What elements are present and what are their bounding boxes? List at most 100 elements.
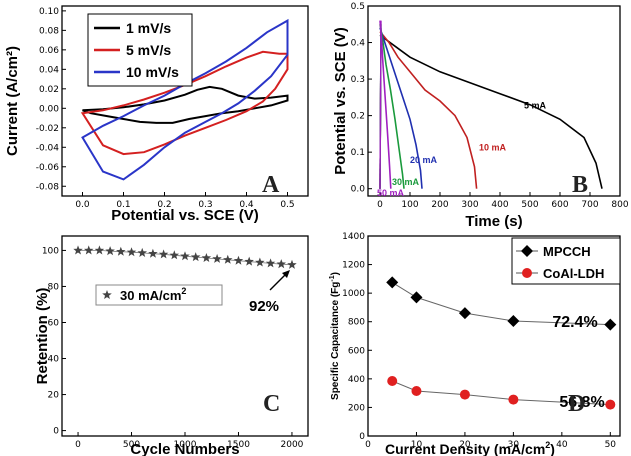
retention-point [105,246,115,256]
legend-marker [521,245,533,257]
y-tick-label: 0.06 [39,46,59,56]
y-tick-label: 0 [53,427,59,437]
mpcch-point [507,315,520,327]
retention-point [73,245,83,255]
gcd-charge-line [379,20,382,189]
legend-label: 10 mV/s [126,64,179,80]
series-label: 20 mA [410,155,438,165]
gcd-curve-5-mA [379,34,603,189]
retention-point [180,251,190,261]
retention-point [244,256,254,266]
y-tick-label: 40 [48,355,60,365]
panel-letter-d: D [568,391,585,417]
x-tick-label: 1500 [227,440,250,450]
retention-point [94,245,105,255]
panel-letter-a: A [262,172,280,198]
mpcch-point [458,307,471,320]
y-tick-label: 1400 [342,232,365,242]
panel-letter-b: B [572,172,588,198]
x-axis-superscript: 2 [545,440,550,450]
ldh-point [605,399,616,410]
retention-point [201,253,212,262]
ldh-annotation: 56.8% [559,394,604,411]
y-tick-label: 0.00 [39,104,59,114]
retention-point [116,246,126,256]
legend-marker [102,290,112,299]
y-tick-label: -0.08 [36,182,60,192]
y-tick-label: 0.3 [351,75,365,85]
retention-point [190,252,201,262]
x-tick-label: 10 [411,440,423,450]
series-label: 30 mA [392,177,420,187]
y-tick-label: 1200 [342,261,365,271]
x-tick-label: 100 [401,200,418,210]
legend-label: MPCCH [543,244,591,259]
x-tick-label: 0 [365,440,371,450]
x-axis-label: Current Density (mA/cm2) [385,440,555,456]
retention-point [84,245,94,255]
x-axis-label: Potential vs. SCE (V) [111,207,259,224]
y-tick-label: 0 [359,432,365,442]
plot-frame [367,235,621,437]
y-tick-label: 100 [42,246,59,256]
x-tick-label: 0.2 [157,200,171,210]
x-tick-label: 700 [581,200,598,210]
x-tick-label: 30 [508,440,520,450]
y-tick-label: 0.5 [351,2,365,12]
legend-label: CoAl-LDH [543,266,604,281]
panel-letter-c: C [263,391,280,417]
x-axis-label: Time (s) [465,213,522,230]
ldh-point [508,394,519,405]
annotation-arrow [269,273,287,291]
retention-point [265,258,276,268]
gcd-curve-20-mA [379,27,423,189]
y-tick-label: 800 [348,318,365,328]
y-tick-label: 200 [348,403,365,413]
x-tick-label: 0 [75,440,81,450]
annotation-arrowhead [282,270,290,278]
legend-label: 1 mV/s [126,20,171,36]
mpcch-point [604,318,617,331]
retention-point [148,248,158,258]
y-tick-label: 0.04 [39,65,59,75]
chart-b: 0 100 200 300 400 500 600 700 800 0.0 0.1 0.2 0.3 0.4… [332,2,629,230]
retention-point [233,255,244,265]
chart-d: 0 10 20 30 40 50 0 200 400 600 800 1000 1200 1400 72.4… [329,232,621,456]
gcd-curve-10-mA [379,31,478,189]
x-axis-label-end: ) [550,441,555,456]
x-tick-label: 500 [521,200,538,210]
legend-label: 5 mV/s [126,42,171,58]
gcd-curve-30-mA [379,24,405,189]
y-axis-label-end: ) [330,272,341,275]
retention-point [223,254,233,264]
y-tick-label: 0.0 [351,185,366,195]
y-tick-label: 0.08 [39,26,59,36]
y-tick-label: -0.06 [36,163,60,173]
legend-box [95,284,223,306]
retention-point [137,247,147,257]
y-tick-label: 600 [348,346,365,356]
retention-point [158,249,169,259]
chart-c: 0 500 1000 1500 2000 0 20 40 60 80 100 30 mA/cm2 92%… [34,235,309,456]
y-axis-label: Specific Capacitance (Fg-1) [329,272,341,400]
retention-point [255,257,265,267]
mpcch-point [386,276,399,289]
cv-curve-10-mV-s [81,18,289,181]
x-axis-label: Cycle Numbers [130,441,239,456]
cv-curve-5-mV-s [80,50,289,156]
retention-point [126,247,137,257]
y-tick-label: 0.10 [39,7,59,17]
retention-point [287,259,297,269]
mpcch-point [410,291,423,304]
x-tick-label: 200 [431,200,448,210]
series-label: 5 mA [524,100,547,110]
legend-label: 30 mA/cm2 [120,286,186,303]
y-tick-label: 0.4 [351,39,366,49]
plot-frame [61,5,309,197]
ldh-point [459,389,470,400]
ldh-point [411,386,422,396]
y-axis-label: Potential vs. SCE (V) [332,27,349,175]
chart-a: 0.0 0.1 0.2 0.3 0.4 0.5 -0.08 -0.06 -0.04 -0.02 0.… [4,5,309,224]
y-tick-label: 1000 [342,289,365,299]
